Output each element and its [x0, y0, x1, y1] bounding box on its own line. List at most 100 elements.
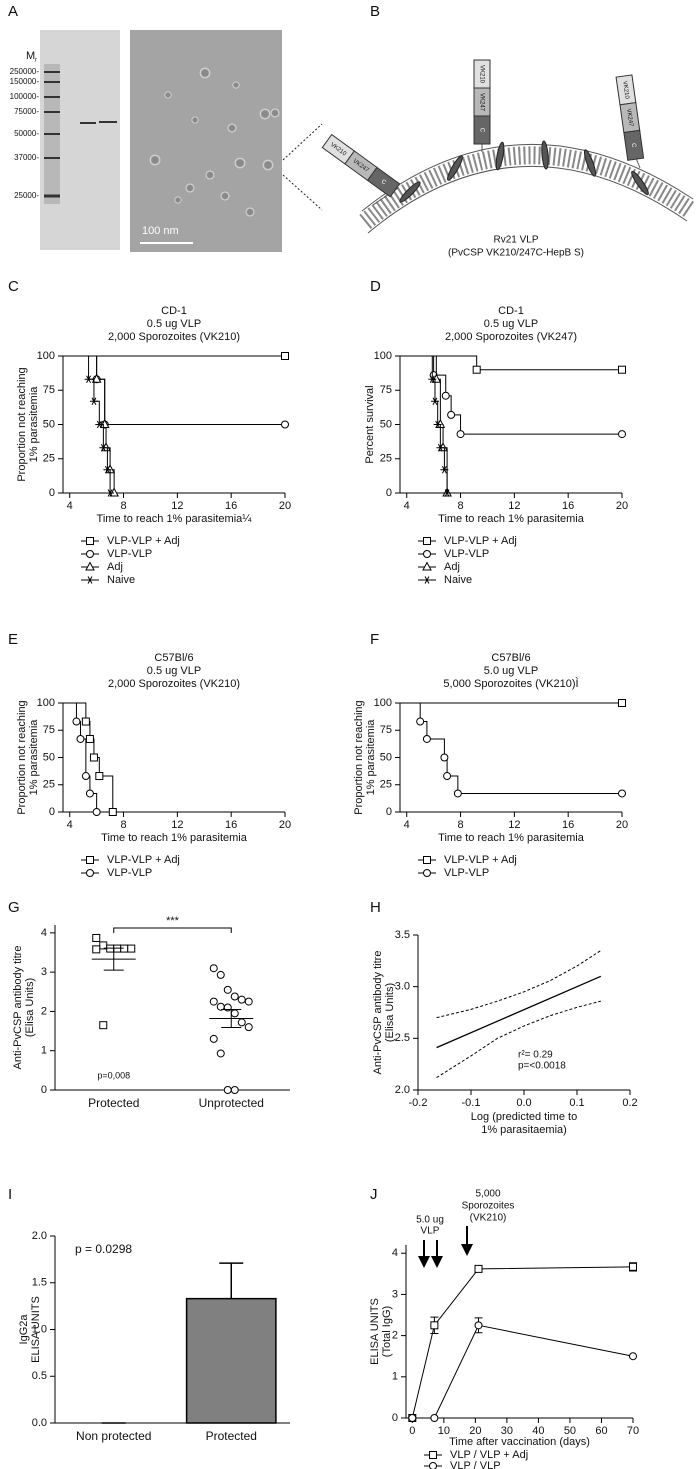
legend-label: VLP-VLP + Adj — [107, 535, 180, 547]
data-point — [244, 1023, 253, 1032]
data-point — [441, 391, 450, 400]
y-axis-label: ELISA UNITS — [369, 1298, 381, 1365]
y-axis-label: Proportion not reaching — [16, 700, 28, 814]
x-tick-label: 8 — [457, 819, 463, 831]
data-point — [428, 375, 437, 384]
x-tick-label: 30 — [501, 1425, 513, 1437]
y-tick-label: 25 — [380, 779, 392, 791]
x-tick-label: 20 — [616, 819, 628, 831]
construct-label: VK247 — [478, 93, 484, 112]
legend-marker — [423, 576, 431, 584]
zoom-lines — [282, 123, 323, 211]
data-point — [618, 789, 626, 798]
y-axis-label: ELISA UNITS — [30, 1296, 42, 1363]
data-point — [95, 772, 104, 781]
y-axis-label: (Elisa Units) — [384, 983, 396, 1042]
y-tick-label: 75 — [380, 384, 392, 396]
data-point — [237, 995, 246, 1004]
data-point — [89, 397, 98, 405]
x-tick-label: 10 — [438, 1425, 450, 1437]
chart-title: 2,000 Sporozoites (VK210) — [108, 678, 240, 690]
data-point — [453, 789, 462, 798]
legend-label: VLP / VLP + Adj — [450, 1449, 528, 1461]
x-tick-label: 40 — [532, 1425, 544, 1437]
data-point — [447, 410, 456, 419]
legend-marker — [429, 1451, 437, 1459]
gel-image — [40, 30, 120, 250]
data-point — [106, 489, 115, 497]
x-axis-label: Time after vaccination (days) — [449, 1436, 590, 1448]
data-point — [422, 734, 431, 743]
y-tick-label: 0.0 — [32, 1417, 47, 1429]
data-point — [440, 465, 449, 474]
data-point — [436, 444, 445, 452]
legend-label: VLP-VLP + Adj — [107, 854, 180, 866]
y-tick-label: 2.0 — [395, 1084, 410, 1096]
data-point — [99, 418, 110, 428]
legend-label: Naive — [107, 574, 135, 586]
y-axis-label: Percent survival — [364, 385, 376, 463]
data-point — [230, 1086, 239, 1094]
y-axis-label: (Elisa Units) — [24, 978, 36, 1037]
data-point — [108, 808, 117, 816]
data-point — [103, 465, 112, 474]
y-tick-label: 100 — [37, 697, 55, 709]
y-axis-label: 1% parasitemia — [28, 386, 40, 463]
y-tick-label: 50 — [380, 751, 392, 763]
x-tick-label: 8 — [120, 819, 126, 831]
legend-marker — [423, 537, 431, 545]
data-point — [230, 992, 239, 1001]
chart-title: 0.5 ug VLP — [147, 318, 201, 330]
y-tick-label: 1.0 — [32, 1323, 47, 1335]
legend-marker — [422, 561, 432, 571]
y-axis-label: Anti-PvCSP antibody titre — [12, 946, 24, 1070]
x-tick-label: Protected — [206, 1429, 257, 1443]
x-tick-label: 12 — [171, 819, 183, 831]
marker-label: 50000- — [14, 129, 39, 138]
y-tick-label: 50 — [43, 751, 55, 763]
data-point — [209, 1034, 218, 1043]
data-point — [618, 699, 626, 707]
y-tick-label: 0 — [49, 487, 55, 499]
legend-marker — [86, 576, 94, 584]
y-tick-label: 100 — [374, 350, 392, 362]
x-axis-label: Time to reach 1% parasitemia — [438, 513, 585, 525]
x-tick-label: 12 — [508, 500, 520, 512]
x-tick-label: 4 — [67, 500, 73, 512]
data-point — [209, 964, 218, 973]
marker-label: 100000- — [10, 92, 40, 101]
data-point — [416, 717, 425, 726]
y-tick-label: 75 — [380, 724, 392, 736]
legend-label: Adj — [107, 561, 123, 573]
sem-bar — [103, 947, 124, 971]
chart-title: C57Bl/6 — [491, 652, 530, 664]
x-tick-label: 16 — [225, 500, 237, 512]
legend-label: VLP-VLP — [444, 867, 489, 879]
panel-letter: C — [8, 278, 19, 295]
annotation: p = 0.0298 — [75, 1242, 132, 1256]
y-tick-label: 25 — [43, 453, 55, 465]
data-point — [109, 487, 119, 497]
data-point — [230, 1009, 239, 1018]
data-point — [244, 997, 253, 1006]
construct-label: VK210 — [478, 65, 484, 84]
marker-label: 75000- — [14, 107, 39, 116]
x-tick-label: 16 — [562, 819, 574, 831]
y-tick-label: 50 — [380, 418, 392, 430]
y-tick-label: 0 — [392, 1412, 398, 1424]
data-point — [456, 430, 465, 439]
caption: (PvCSP VK210/247C-HepB S) — [448, 248, 584, 259]
data-point — [85, 734, 94, 743]
y-tick-label: 50 — [43, 418, 55, 430]
y-tick-label: 3 — [392, 1288, 398, 1300]
y-axis-label: 1% parasitemia — [365, 719, 377, 796]
y-axis-label: (Total IgG) — [381, 1306, 393, 1357]
dose-label: 5.0 ug — [416, 1215, 444, 1226]
data-point — [474, 1321, 483, 1330]
data-point — [99, 1021, 108, 1030]
chart-title: 5.0 ug VLP — [484, 665, 538, 677]
x-tick-label: 16 — [225, 819, 237, 831]
x-tick-label: Unprotected — [199, 1096, 264, 1110]
